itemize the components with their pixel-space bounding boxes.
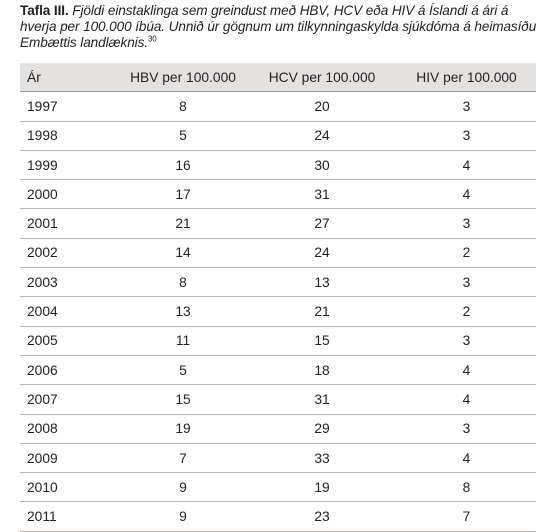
cell-year: 2011	[20, 501, 119, 532]
table-row: 1998 5 24 3	[20, 121, 536, 151]
table-row: 2001 21 27 3	[20, 208, 536, 239]
cell-hcv: 30	[247, 150, 397, 181]
cell-hiv: 8	[397, 472, 536, 503]
cell-hbv: 17	[119, 179, 247, 210]
table-row: 2002 14 24 2	[20, 238, 536, 269]
cell-hcv: 21	[247, 296, 397, 327]
cell-hcv: 27	[247, 208, 397, 239]
cell-year: 2008	[20, 414, 119, 444]
cell-hbv: 21	[119, 208, 247, 239]
cell-hiv: 4	[397, 355, 536, 386]
table-row: 2011 9 23 7	[20, 501, 536, 532]
cell-hbv: 16	[119, 150, 247, 181]
cell-hiv: 2	[397, 238, 536, 269]
cell-hcv: 15	[247, 326, 397, 356]
cell-year: 1999	[20, 150, 119, 181]
cell-year: 2003	[20, 267, 119, 298]
table-row: 2005 11 15 3	[20, 326, 536, 356]
table-body: 1997 8 20 3 1998 5 24 3 1999 16 30 4 2000 17 31 4 2001 21…	[20, 91, 536, 532]
cell-hbv: 13	[119, 296, 247, 327]
table-row: 2010 9 19 8	[20, 472, 536, 503]
footnote-reference: 30	[147, 34, 157, 44]
cell-hiv: 2	[397, 296, 536, 327]
cell-year: 2000	[20, 179, 119, 210]
cell-hcv: 33	[247, 443, 397, 474]
cell-year: 1997	[20, 91, 119, 122]
cell-hiv: 3	[397, 267, 536, 298]
table-row: 1999 16 30 4	[20, 150, 536, 181]
table-row: 2008 19 29 3	[20, 414, 536, 444]
column-header-hcv: HCV per 100.000	[247, 63, 397, 93]
table-row: 1997 8 20 3	[20, 91, 536, 122]
table-header-row: Ár HBV per 100.000 HCV per 100.000 HIV p…	[20, 63, 536, 93]
cell-hcv: 29	[247, 414, 397, 444]
cell-hiv: 3	[397, 326, 536, 356]
cell-year: 2002	[20, 238, 119, 269]
cell-hiv: 3	[397, 208, 536, 239]
cell-hbv: 8	[119, 267, 247, 298]
cell-year: 1998	[20, 121, 119, 151]
cell-hcv: 31	[247, 384, 397, 415]
cell-hbv: 9	[119, 472, 247, 503]
table-row: 2000 17 31 4	[20, 179, 536, 210]
table-row: 2004 13 21 2	[20, 296, 536, 327]
cell-year: 2001	[20, 208, 119, 239]
table-row: 2007 15 31 4	[20, 384, 536, 415]
cell-year: 2009	[20, 443, 119, 474]
table-caption-label: Tafla III.	[20, 3, 69, 18]
table-caption-text: Fjöldi einstaklinga sem greindust með HB…	[20, 3, 537, 50]
cell-hbv: 19	[119, 414, 247, 444]
cell-hbv: 7	[119, 443, 247, 474]
cell-hbv: 9	[119, 501, 247, 532]
cell-hbv: 15	[119, 384, 247, 415]
column-header-hbv: HBV per 100.000	[119, 63, 247, 93]
cell-hbv: 11	[119, 326, 247, 356]
cell-hbv: 5	[119, 121, 247, 151]
cell-hcv: 23	[247, 501, 397, 532]
cell-hiv: 4	[397, 179, 536, 210]
cell-hcv: 20	[247, 91, 397, 122]
cell-hcv: 24	[247, 121, 397, 151]
column-header-year: Ár	[20, 63, 119, 93]
cell-hcv: 18	[247, 355, 397, 386]
cell-year: 2007	[20, 384, 119, 415]
cell-hcv: 31	[247, 179, 397, 210]
cell-hbv: 8	[119, 91, 247, 122]
cell-hcv: 24	[247, 238, 397, 269]
cell-hiv: 4	[397, 150, 536, 181]
cell-hiv: 3	[397, 91, 536, 122]
cell-year: 2006	[20, 355, 119, 386]
cell-hiv: 3	[397, 121, 536, 151]
table-row: 2006 5 18 4	[20, 355, 536, 386]
cell-year: 2004	[20, 296, 119, 327]
table-caption: Tafla III. Fjöldi einstaklinga sem grein…	[20, 3, 540, 51]
table-row: 2009 7 33 4	[20, 443, 536, 474]
table-row: 2003 8 13 3	[20, 267, 536, 298]
cell-hiv: 3	[397, 414, 536, 444]
cell-year: 2010	[20, 472, 119, 503]
cell-hiv: 4	[397, 443, 536, 474]
cell-hcv: 19	[247, 472, 397, 503]
cell-hiv: 7	[397, 501, 536, 532]
cell-hiv: 4	[397, 384, 536, 415]
column-header-hiv: HIV per 100.000	[397, 63, 536, 93]
cell-hbv: 5	[119, 355, 247, 386]
cell-year: 2005	[20, 326, 119, 356]
data-table: Ár HBV per 100.000 HCV per 100.000 HIV p…	[20, 63, 536, 532]
cell-hcv: 13	[247, 267, 397, 298]
cell-hbv: 14	[119, 238, 247, 269]
